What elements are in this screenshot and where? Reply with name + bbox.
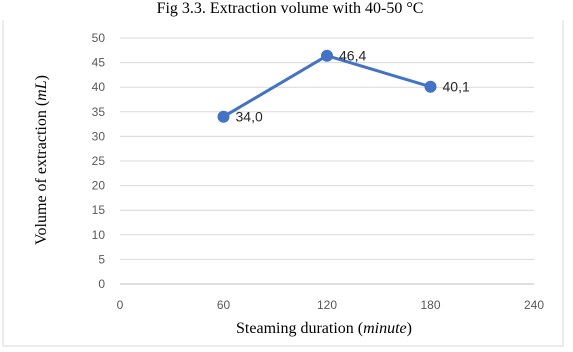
data-point — [217, 110, 230, 123]
chart-title: Fig 3.3. Extraction volume with 40-50 °C — [157, 0, 424, 17]
chart-frame — [2, 20, 564, 347]
y-tick-label: 35 — [92, 105, 106, 119]
y-tick-label: 40 — [92, 80, 106, 94]
data-point — [321, 49, 333, 62]
x-axis-title-unit: minute — [363, 320, 407, 337]
y-tick-label: 25 — [92, 154, 106, 168]
x-axis-ticks: 0 60 120 180 240 — [117, 298, 545, 312]
y-tick-label: 50 — [92, 31, 106, 45]
x-tick-label: 0 — [117, 298, 124, 312]
x-axis-title-suffix: ) — [407, 320, 412, 337]
x-tick-label: 60 — [217, 298, 231, 312]
y-axis-title-suffix: ) — [33, 75, 50, 80]
data-label: 40,1 — [443, 79, 470, 95]
x-axis-title: Steaming duration (minute) — [236, 320, 412, 337]
data-label: 34,0 — [236, 109, 263, 125]
y-tick-label: 15 — [92, 203, 106, 217]
series-group: 34,0 46,4 40,1 — [217, 48, 470, 125]
y-axis-title-unit: mL — [33, 80, 50, 101]
gridlines — [120, 37, 534, 260]
y-tick-label: 10 — [92, 228, 106, 242]
x-tick-label: 120 — [317, 298, 337, 312]
x-tick-label: 180 — [420, 298, 440, 312]
data-label: 46,4 — [339, 48, 366, 64]
x-axis-title-prefix: Steaming duration ( — [236, 320, 363, 337]
y-tick-label: 20 — [92, 179, 106, 193]
y-axis-title: Volume of extraction (mL) — [33, 75, 50, 245]
y-tick-label: 45 — [92, 56, 106, 70]
y-axis-ticks: 0 5 10 15 20 25 30 35 40 45 50 — [92, 31, 106, 291]
y-tick-label: 5 — [98, 252, 105, 266]
y-tick-label: 30 — [92, 129, 106, 143]
data-point — [424, 80, 437, 93]
y-tick-label: 0 — [98, 277, 105, 291]
x-tick-label: 240 — [524, 298, 544, 312]
y-axis-title-prefix: Volume of extraction ( — [33, 101, 50, 245]
